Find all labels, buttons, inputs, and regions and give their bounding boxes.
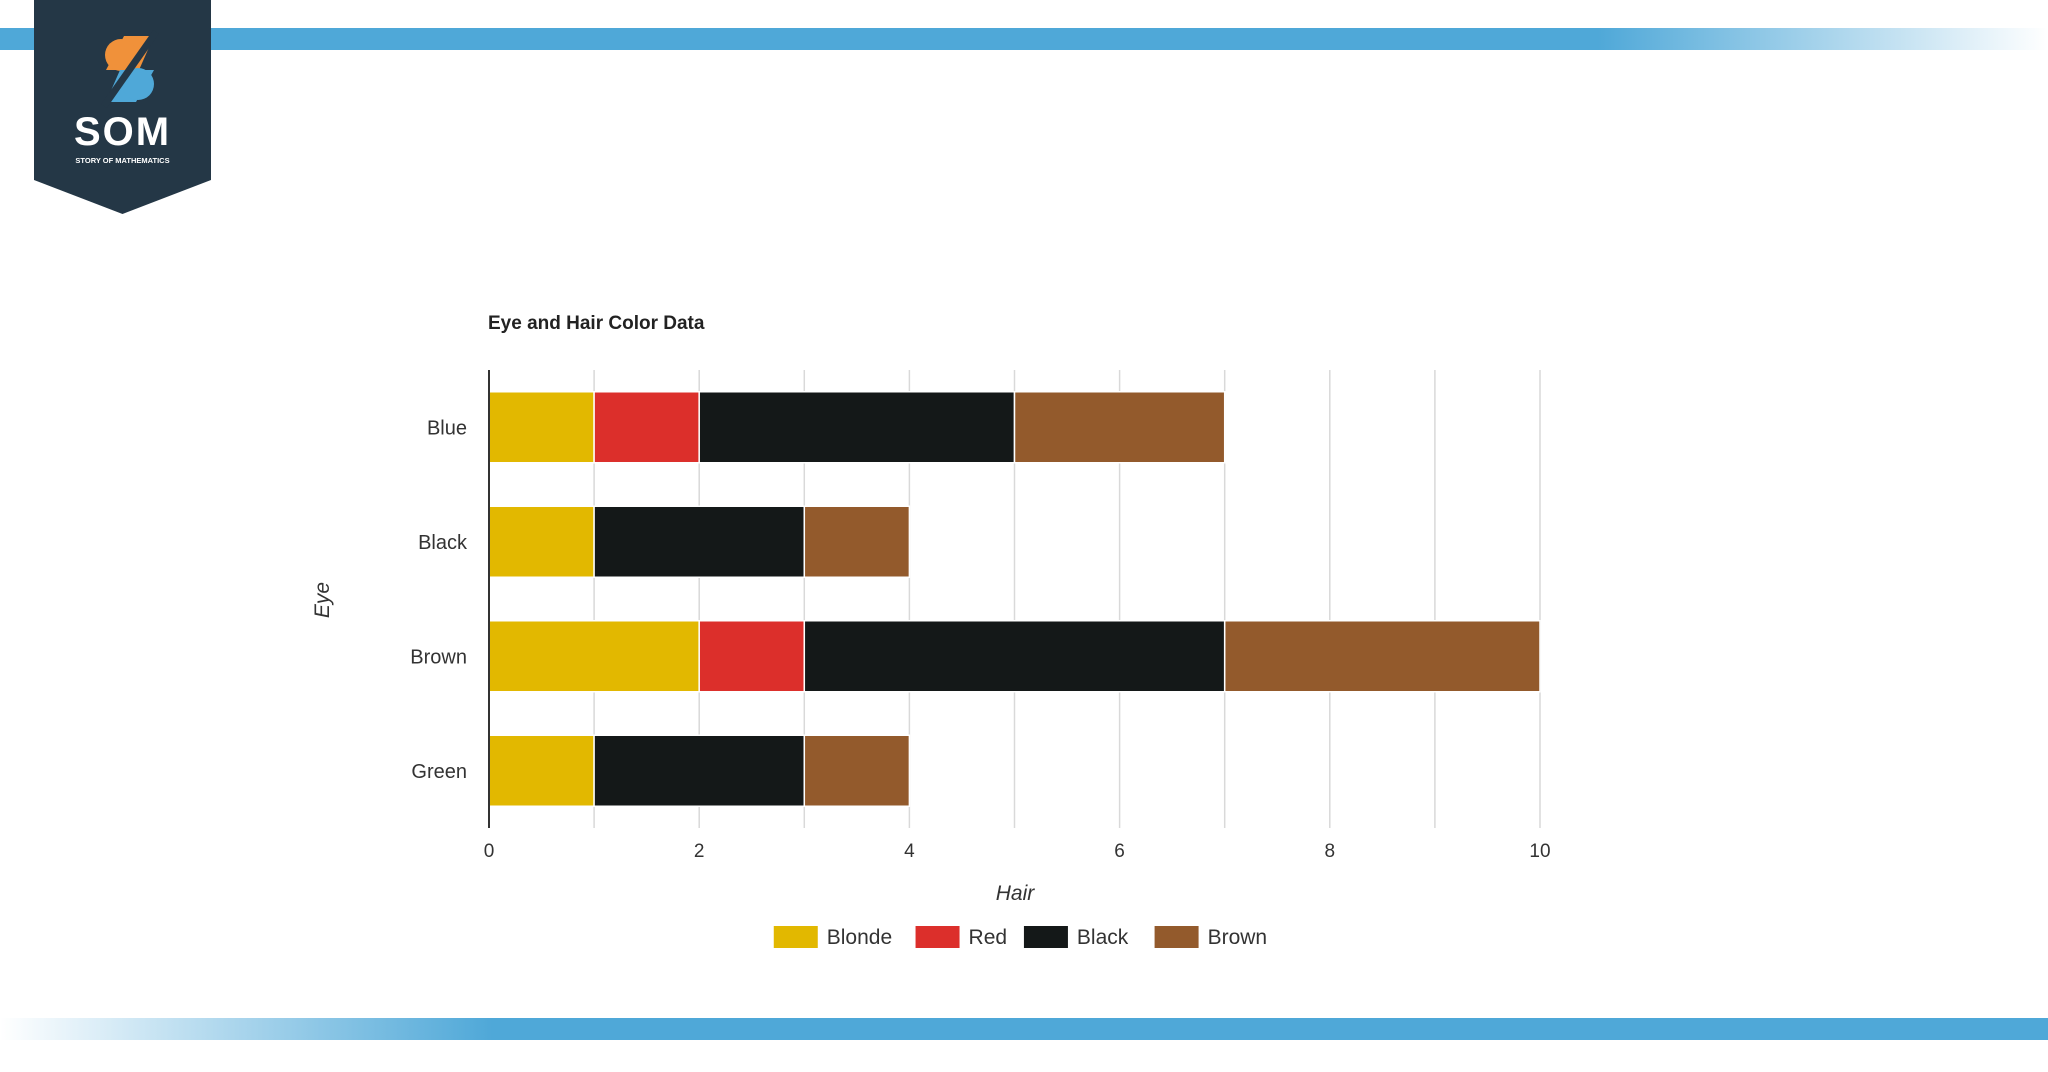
bar-segment-green-blonde	[488, 734, 595, 807]
bar-segment-blue-blonde	[488, 391, 595, 464]
bar-segment-blue-red	[593, 391, 700, 464]
bar-segment-green-black	[593, 734, 806, 807]
x-axis-label: Hair	[996, 882, 1036, 905]
legend-label: Black	[1077, 926, 1129, 949]
logo-subtitle: STORY OF MATHEMATICS	[75, 156, 169, 165]
x-tick-label: 2	[694, 841, 705, 862]
top-band	[0, 28, 2048, 50]
x-tick-label: 6	[1114, 841, 1125, 862]
legend-item-brown: Brown	[1154, 926, 1268, 949]
bar-segment-green-brown	[803, 734, 911, 807]
x-tick-label: 8	[1325, 841, 1336, 862]
bar-segment-black-brown	[803, 505, 911, 578]
bar-segment-black-blonde	[488, 505, 595, 578]
legend-swatch	[1154, 926, 1199, 948]
bar-segment-brown-black	[803, 620, 1226, 693]
bar-segment-blue-black	[698, 391, 1016, 464]
bar-segment-brown-red	[698, 620, 806, 693]
bar-segment-brown-blonde	[488, 620, 700, 693]
som-logo: SOM STORY OF MATHEMATICS	[34, 0, 211, 214]
x-tick-label: 10	[1529, 841, 1550, 862]
legend-swatch	[1023, 926, 1068, 948]
y-tick-label: Green	[411, 761, 467, 783]
legend-item-black: Black	[1023, 926, 1129, 949]
y-tick-label: Blue	[427, 417, 467, 439]
y-axis-label: Eye	[311, 582, 334, 618]
legend-label: Blonde	[827, 926, 892, 949]
legend-label: Red	[969, 926, 1008, 949]
x-tick-labels: 0 2 4 6 8 10	[484, 841, 1551, 862]
y-tick-label: Black	[418, 532, 468, 554]
bottom-band	[0, 1018, 2048, 1040]
legend-label: Brown	[1208, 926, 1268, 949]
legend-swatch	[773, 926, 818, 948]
y-tick-label: Brown	[410, 646, 467, 668]
legend-swatch	[915, 926, 960, 948]
legend: Blonde Red Black Brown	[773, 926, 1268, 949]
bar-segment-brown-brown	[1223, 620, 1541, 693]
bars	[488, 391, 1541, 807]
bar-segment-black-black	[593, 505, 806, 578]
legend-item-blonde: Blonde	[773, 926, 892, 949]
chart-title: Eye and Hair Color Data	[488, 313, 705, 334]
x-tick-label: 0	[484, 841, 495, 862]
x-tick-label: 4	[904, 841, 915, 862]
bar-segment-blue-brown	[1013, 391, 1226, 464]
logo-mark-icon	[101, 29, 159, 109]
logo-text: SOM	[74, 110, 171, 154]
y-tick-labels: Blue Black Brown Green	[410, 417, 468, 783]
legend-item-red: Red	[915, 926, 1008, 949]
